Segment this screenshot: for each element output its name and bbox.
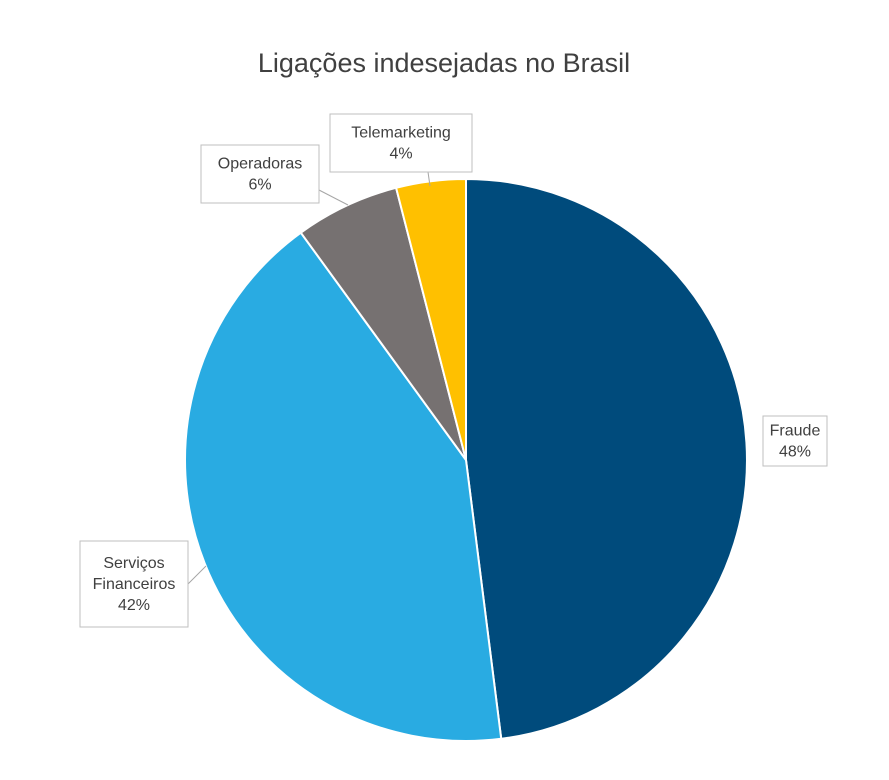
- data-label-operadoras: Operadoras 6%: [200, 144, 320, 204]
- data-label-percent: 42%: [118, 597, 150, 614]
- data-label-box: [762, 415, 828, 467]
- pie-slices: [184, 177, 748, 742]
- data-label-category: Telemarketing: [351, 125, 451, 142]
- data-label-percent: 4%: [389, 146, 412, 163]
- leader-line-telemarketing: [427, 171, 431, 187]
- data-labels: Fraude 48% Serviços Financeiros 42% Operadora…: [79, 113, 828, 628]
- data-label-box: [79, 540, 189, 628]
- data-label-category: Financeiros: [93, 576, 176, 593]
- data-label-servicos-financeiros: Serviços Financeiros 42%: [79, 540, 189, 628]
- data-label-box: [329, 113, 473, 173]
- leader-line-servicos-financeiros: [187, 565, 207, 585]
- chart-title: Ligações indesejadas no Brasil: [258, 48, 630, 78]
- pie-slice-servicos-financeiros: [184, 231, 503, 742]
- data-label-category: Fraude: [770, 423, 821, 440]
- data-label-box: [200, 144, 320, 204]
- data-label-category: Serviços: [103, 555, 164, 572]
- pie-slice-telemarketing: [394, 177, 467, 461]
- data-label-percent: 48%: [779, 444, 811, 461]
- data-label-fraude: Fraude 48%: [762, 415, 828, 467]
- pie-slice-fraude: [465, 177, 748, 740]
- leader-line-operadoras: [318, 189, 349, 206]
- data-label-percent: 6%: [248, 177, 271, 194]
- data-label-category: Operadoras: [218, 156, 303, 173]
- data-label-telemarketing: Telemarketing 4%: [329, 113, 473, 173]
- label-leaders: [187, 171, 431, 585]
